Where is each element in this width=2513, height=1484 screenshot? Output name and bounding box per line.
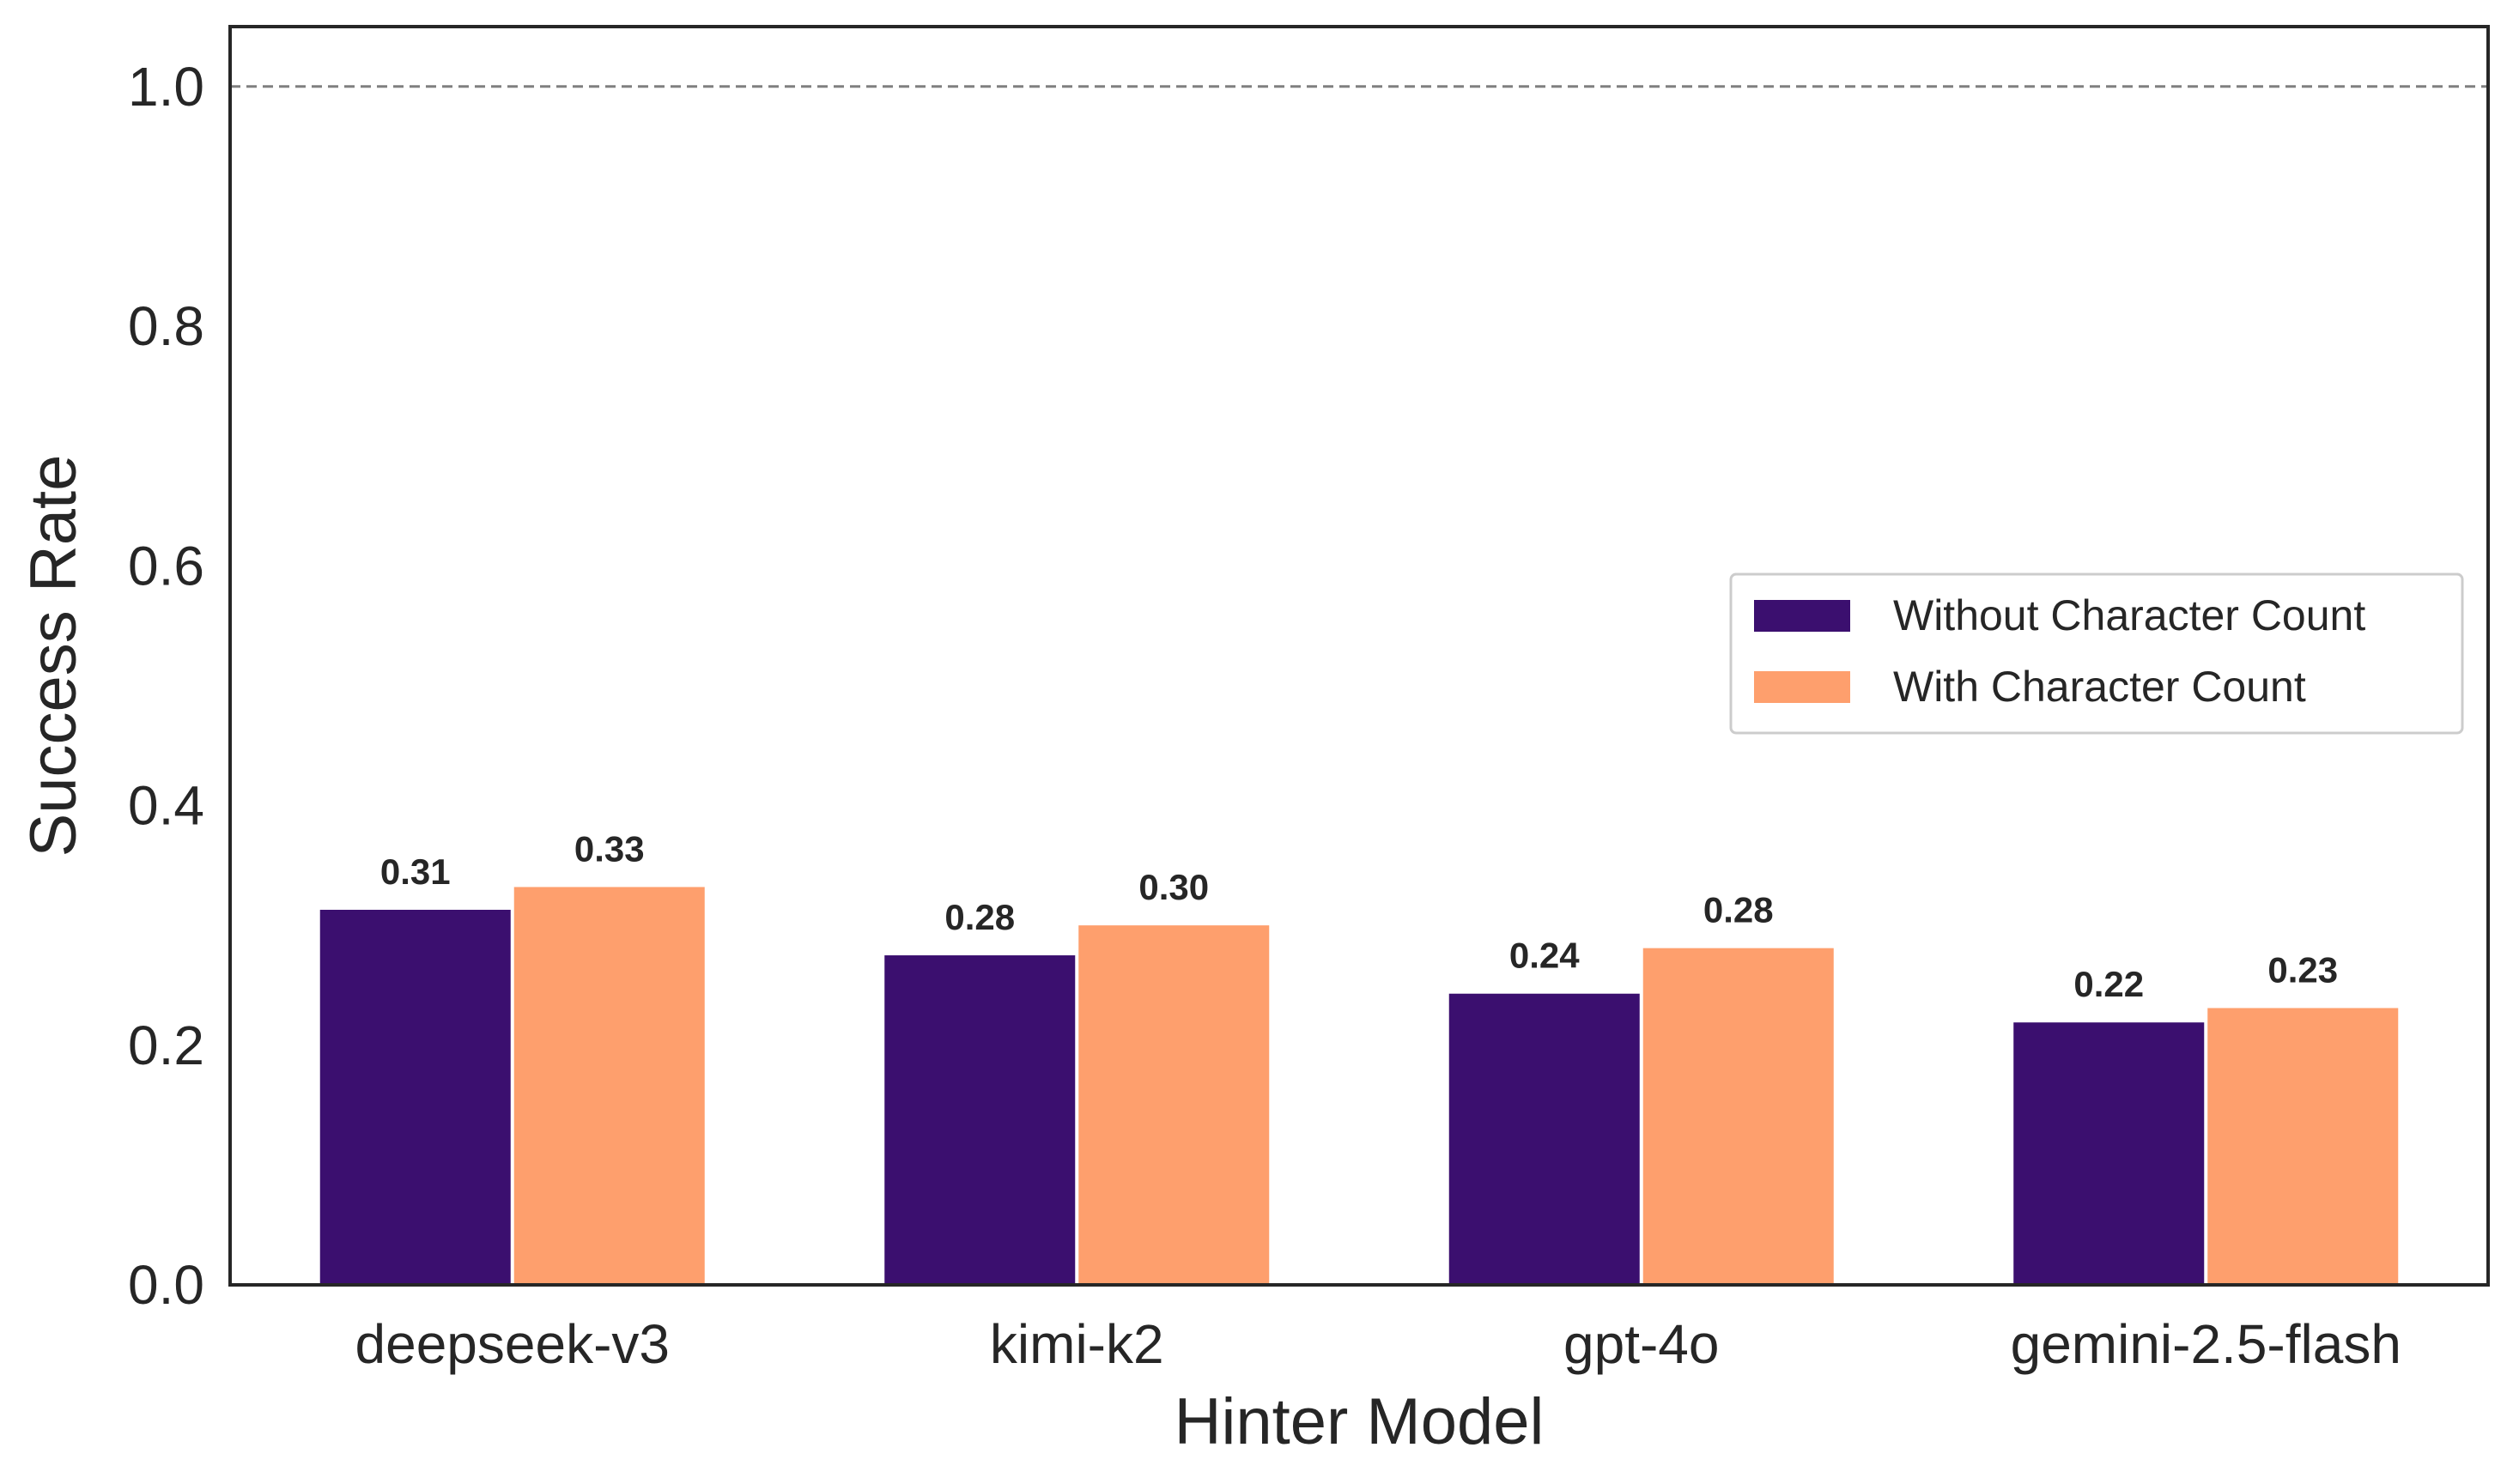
legend-swatch [1754, 671, 1850, 703]
legend-box [1729, 572, 2464, 735]
y-axis-ticks: 0.0 0.2 0.4 0.6 0.8 1.0 [128, 56, 204, 1316]
bar-value-label: 0.30 [1138, 867, 1209, 907]
x-tick-label: gpt-4o [1563, 1313, 1719, 1375]
legend-label: With Character Count [1893, 663, 2306, 711]
bar [319, 909, 511, 1285]
bar-value-label: 0.33 [574, 828, 645, 869]
plot-frame [228, 25, 2490, 1287]
bar-value-label: 0.22 [2073, 964, 2144, 1004]
x-tick-label: kimi-k2 [990, 1313, 1164, 1375]
bar [1078, 925, 1270, 1285]
legend: Without Character Count With Character Co… [1729, 572, 2464, 735]
y-tick-label: 0.6 [128, 535, 204, 597]
bar [2207, 1008, 2399, 1285]
x-tick-label: deepseek-v3 [355, 1313, 670, 1375]
bar-value-label: 0.24 [1509, 936, 1580, 976]
bar [1642, 948, 1834, 1285]
bar [2013, 1022, 2205, 1285]
x-axis-label: Hinter Model [1175, 1385, 1545, 1458]
x-tick-label: gemini-2.5-flash [2011, 1313, 2401, 1375]
legend-swatch [1754, 600, 1850, 632]
y-tick-label: 0.4 [128, 775, 204, 837]
bar-value-label: 0.23 [2267, 949, 2338, 990]
legend-label: Without Character Count [1893, 591, 2365, 639]
bars-layer [319, 887, 2399, 1285]
y-axis-label: Success Rate [17, 455, 90, 857]
bar-value-label: 0.28 [944, 897, 1015, 937]
y-tick-label: 0.0 [128, 1254, 204, 1316]
bar-value-label: 0.28 [1703, 890, 1774, 930]
bar [513, 887, 705, 1285]
bar [1448, 993, 1640, 1285]
bar-labels-layer: 0.31 0.33 0.28 0.30 0.24 0.28 0.22 0.23 [380, 828, 2338, 1004]
y-tick-label: 0.2 [128, 1015, 204, 1076]
bar [884, 955, 1076, 1285]
bar-value-label: 0.31 [380, 851, 451, 892]
x-axis-ticks: deepseek-v3 kimi-k2 gpt-4o gemini-2.5-flash [355, 1313, 2401, 1375]
y-tick-label: 1.0 [128, 56, 204, 118]
y-tick-label: 0.8 [128, 295, 204, 357]
